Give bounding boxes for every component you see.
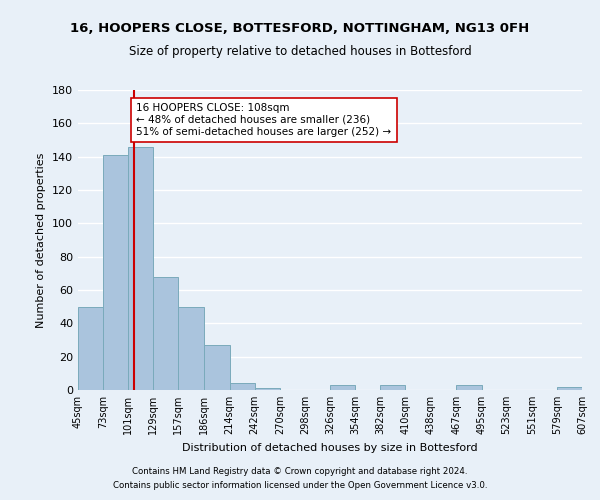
Bar <box>254 388 280 390</box>
Bar <box>205 345 230 390</box>
Text: 16 HOOPERS CLOSE: 108sqm
← 48% of detached houses are smaller (236)
51% of semi-: 16 HOOPERS CLOSE: 108sqm ← 48% of detach… <box>136 104 391 136</box>
X-axis label: Distribution of detached houses by size in Bottesford: Distribution of detached houses by size … <box>182 442 478 452</box>
Bar <box>178 306 205 390</box>
Bar <box>78 306 103 390</box>
Bar <box>330 385 355 390</box>
Text: 16, HOOPERS CLOSE, BOTTESFORD, NOTTINGHAM, NG13 0FH: 16, HOOPERS CLOSE, BOTTESFORD, NOTTINGHA… <box>70 22 530 36</box>
Text: Size of property relative to detached houses in Bottesford: Size of property relative to detached ho… <box>128 45 472 58</box>
Bar <box>103 155 128 390</box>
Text: Contains HM Land Registry data © Crown copyright and database right 2024.: Contains HM Land Registry data © Crown c… <box>132 467 468 476</box>
Bar <box>457 385 482 390</box>
Bar <box>128 146 154 390</box>
Text: Contains public sector information licensed under the Open Government Licence v3: Contains public sector information licen… <box>113 481 487 490</box>
Y-axis label: Number of detached properties: Number of detached properties <box>37 152 46 328</box>
Bar <box>380 385 406 390</box>
Bar <box>557 386 582 390</box>
Bar <box>154 276 178 390</box>
Bar <box>230 384 254 390</box>
